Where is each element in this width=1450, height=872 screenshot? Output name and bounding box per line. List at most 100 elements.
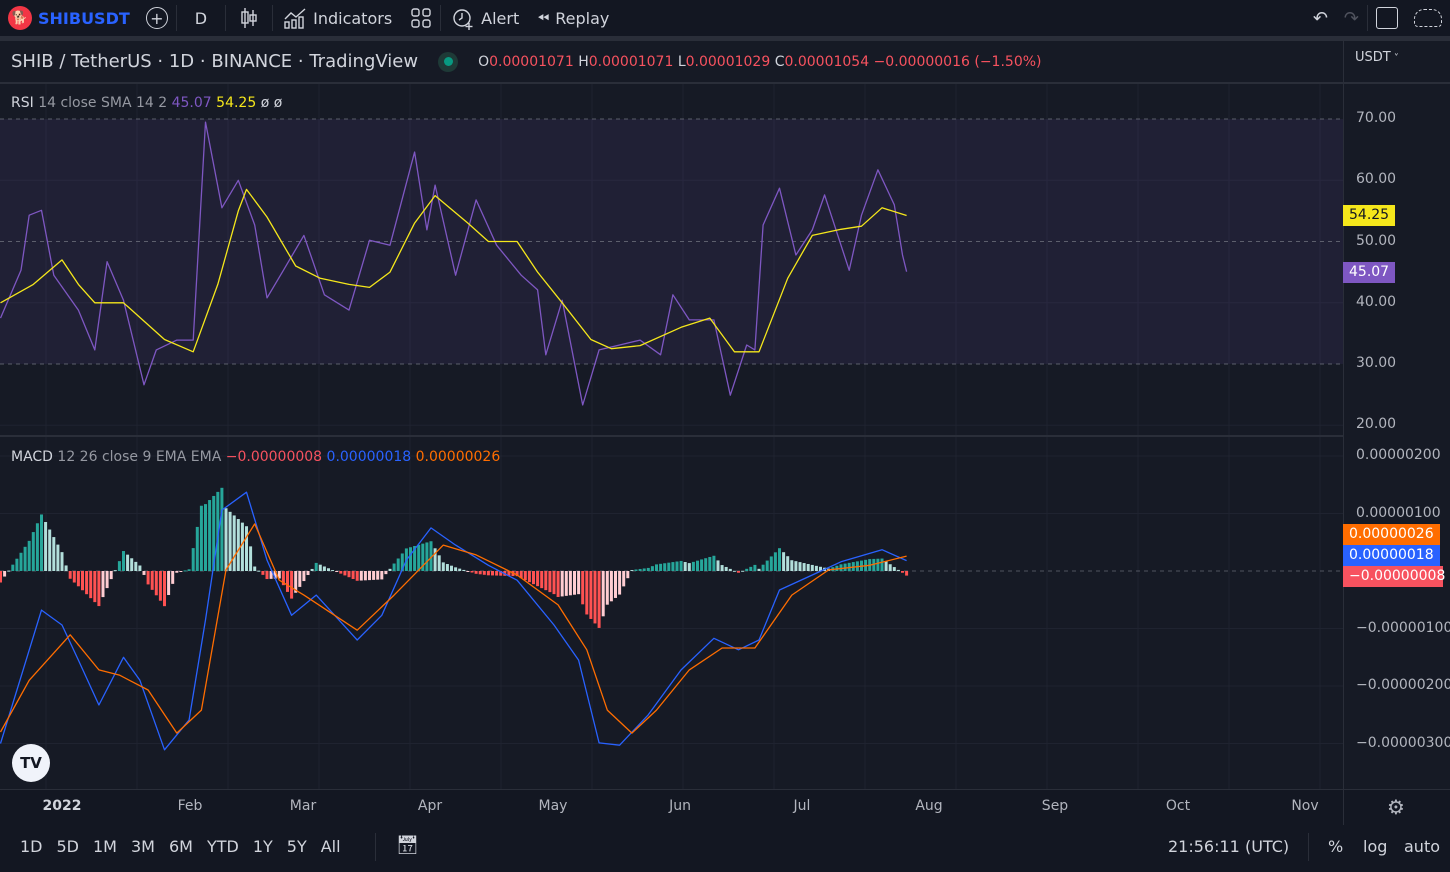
- goto-date-calendar-icon[interactable]: 📅︎: [396, 835, 419, 856]
- range-button-1y[interactable]: 1Y: [252, 837, 273, 856]
- price-scale[interactable]: [1343, 41, 1450, 789]
- histogram-bar: [187, 569, 191, 571]
- histogram-bar: [351, 571, 355, 579]
- rsi-name: RSI: [11, 95, 34, 111]
- low-value: 0.00001029: [685, 53, 771, 70]
- rsi-axis-label: 60.00: [1356, 171, 1397, 188]
- histogram-bar: [884, 561, 888, 571]
- indicators-button[interactable]: Indicators: [273, 0, 402, 36]
- tradingview-logo[interactable]: TV: [12, 744, 50, 782]
- redo-button[interactable]: ↷: [1336, 0, 1367, 36]
- histogram-bar: [85, 571, 89, 595]
- histogram-bar: [749, 566, 753, 571]
- range-button-ytd[interactable]: YTD: [206, 837, 239, 856]
- histogram-bar: [413, 546, 417, 571]
- high-value: 0.00001071: [588, 53, 674, 70]
- histogram-bar: [167, 571, 171, 596]
- histogram-bar: [671, 562, 675, 571]
- histogram-bar: [142, 571, 146, 575]
- histogram-bar: [154, 571, 158, 596]
- alert-button[interactable]: Alert: [441, 0, 529, 36]
- interval-button[interactable]: D: [177, 0, 225, 36]
- undo-button[interactable]: ↶: [1305, 0, 1336, 36]
- histogram-bar: [720, 565, 724, 571]
- histogram-bar: [240, 522, 244, 571]
- time-axis[interactable]: 2022 Feb Mar Apr May Jun Jul Aug Sep Oct Nov: [0, 789, 1450, 825]
- rsi-legend[interactable]: RSI 14 close SMA 14 2 45.07 54.25 ø ø: [11, 95, 282, 111]
- histogram-bar: [294, 571, 298, 593]
- histogram-bar: [712, 555, 716, 571]
- time-axis-label: Oct: [1165, 798, 1191, 814]
- low-label: L: [677, 53, 686, 70]
- currency-button[interactable]: USDT ˅: [1355, 50, 1399, 65]
- histogram-bar: [396, 558, 400, 571]
- divider: [1343, 789, 1344, 825]
- chart-type-button[interactable]: [226, 0, 272, 36]
- histogram-bar: [896, 569, 900, 571]
- histogram-bar: [519, 571, 523, 579]
- macd-axis-label: −0.00000200: [1356, 677, 1450, 693]
- range-button-5y[interactable]: 5Y: [286, 837, 307, 856]
- histogram-bar: [470, 571, 474, 573]
- replay-button[interactable]: ⏪︎ Replay: [529, 0, 617, 36]
- top-toolbar: 🐕 SHIBUSDT + D Indicators Alert ⏪︎ Replay…: [0, 0, 1450, 36]
- histogram-bar: [0, 571, 3, 583]
- histogram-bar: [31, 532, 35, 571]
- market-status-icon: [438, 51, 459, 72]
- layout-button[interactable]: [1368, 0, 1406, 36]
- histogram-bar: [138, 565, 142, 571]
- rsi-axis-label: 20.00: [1356, 416, 1397, 433]
- range-button-1m[interactable]: 1M: [93, 837, 117, 856]
- histogram-bar: [790, 560, 794, 571]
- indicators-icon: [284, 8, 306, 29]
- range-button-all[interactable]: All: [320, 837, 341, 856]
- histogram-bar: [872, 558, 876, 571]
- histogram-bar: [130, 558, 134, 571]
- histogram-bar: [782, 552, 786, 571]
- auto-toggle[interactable]: auto: [1404, 837, 1441, 856]
- histogram-bar: [68, 571, 72, 579]
- histogram-bar: [433, 548, 437, 571]
- grid-icon: [411, 8, 431, 28]
- alert-label: Alert: [481, 8, 520, 28]
- histogram-bar: [48, 529, 52, 571]
- alarm-clock-icon: [453, 9, 473, 30]
- histogram-bar: [372, 571, 376, 580]
- range-button-5d[interactable]: 5D: [56, 837, 80, 856]
- symbol-button[interactable]: 🐕 SHIBUSDT: [0, 0, 138, 36]
- range-button-1d[interactable]: 1D: [20, 837, 43, 856]
- histogram-bar: [224, 508, 228, 571]
- percent-toggle[interactable]: %: [1328, 837, 1344, 856]
- rsi-price-tag: 45.07: [1343, 262, 1396, 283]
- signal-price-tag: 0.00000026: [1343, 524, 1440, 545]
- histogram-bar: [876, 558, 880, 571]
- histogram-bar: [536, 571, 540, 587]
- rsi-na-value: ø: [273, 95, 283, 111]
- histogram-bar: [839, 564, 843, 571]
- rsi-sma-value: 54.25: [216, 95, 257, 111]
- histogram-bar: [609, 571, 613, 602]
- log-toggle[interactable]: log: [1363, 837, 1388, 856]
- signal-value: 0.00000026: [415, 449, 501, 465]
- macd-axis-label: −0.00000100: [1356, 619, 1450, 636]
- histogram-bar: [462, 569, 466, 571]
- settings-gear-icon[interactable]: ⚙︎: [1387, 795, 1405, 819]
- cloud-button[interactable]: [1406, 0, 1450, 36]
- compare-button[interactable]: +: [138, 0, 176, 36]
- histogram-bar: [368, 571, 371, 581]
- histogram-bar: [220, 487, 224, 571]
- histogram-bar: [72, 571, 76, 583]
- range-button-3m[interactable]: 3M: [130, 837, 155, 856]
- chart-area[interactable]: [0, 41, 1343, 789]
- macd-legend[interactable]: MACD 12 26 close 9 EMA EMA −0.00000008 0…: [11, 449, 500, 465]
- histogram-bar: [97, 571, 101, 607]
- histogram-bar: [44, 522, 48, 571]
- range-button-6m[interactable]: 6M: [168, 837, 193, 856]
- templates-button[interactable]: [402, 0, 440, 36]
- histogram-bar: [626, 571, 630, 579]
- rewind-icon: ⏪︎: [537, 9, 550, 27]
- histogram-bar: [343, 571, 347, 576]
- chart-svg[interactable]: [0, 84, 1343, 789]
- histogram-bar: [158, 571, 162, 601]
- clock[interactable]: 21:56:11 (UTC): [1168, 837, 1290, 856]
